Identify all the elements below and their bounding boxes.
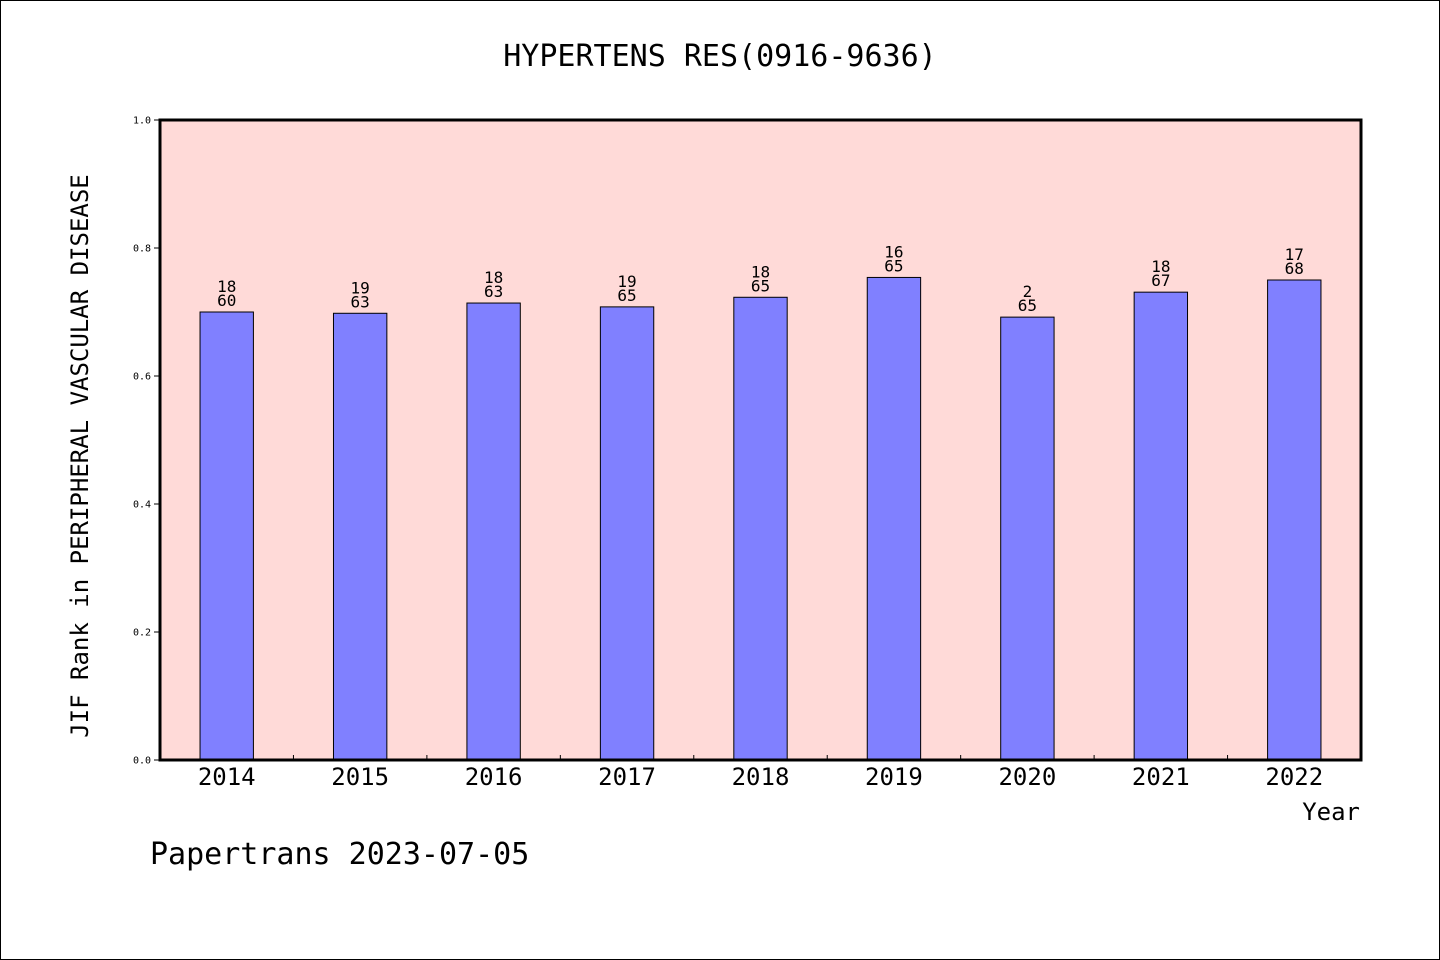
x-axis-label: Year [1302,798,1360,826]
bar [1133,291,1189,761]
data-label-rank: 18 [751,262,770,281]
bars-group [199,276,1322,761]
data-label-rank: 19 [617,272,636,291]
x-axis: 2014 2015 2016 2017 2018 2019 2020 2021 2022 [198,755,1323,791]
x-tick-label: 2022 [1265,763,1323,791]
data-label-total: 65 [884,256,903,275]
data-label-rank: 18 [1151,257,1170,276]
y-tick-label: 0.0 [133,756,151,767]
footer-credit: Papertrans 2023-07-05 [150,837,529,872]
bar [866,276,922,761]
data-label-total: 60 [217,291,236,310]
bar [332,312,388,761]
bar [199,311,254,761]
y-tick-label: 0.8 [133,244,151,255]
y-axis-label: JIF Rank in PERIPHERAL VASCULAR DISEASE [66,174,94,738]
data-label-rank: 18 [217,277,236,296]
x-tick-label: 2019 [865,763,923,791]
x-tick-label: 2021 [1132,763,1190,791]
bar [1000,316,1055,761]
bar [733,296,788,761]
data-label-rank: 2 [1023,282,1033,301]
x-tick-label: 2017 [598,763,656,791]
y-tick-label: 0.4 [133,500,151,511]
data-label-rank: 16 [884,242,903,261]
bar [466,302,521,761]
data-label-total: 65 [1018,296,1037,315]
x-tick-label: 2015 [331,763,389,791]
data-label-rank: 19 [351,278,370,297]
bar [1267,279,1322,761]
data-label-rank: 18 [484,268,503,287]
x-tick-label: 2020 [998,763,1056,791]
y-tick-label: 1.0 [133,116,151,127]
x-tick-label: 2018 [732,763,790,791]
y-tick-label: 0.2 [133,628,151,639]
bar [599,306,655,761]
chart-title: HYPERTENS RES(0916-9636) [503,39,936,74]
data-label-total: 65 [751,276,770,295]
data-label-total: 63 [351,292,370,311]
y-axis: 0.0 0.2 0.4 0.6 0.8 1.0 [133,116,160,767]
x-tick-label: 2014 [198,763,256,791]
data-label-total: 63 [484,282,503,301]
y-tick-label: 0.6 [133,372,151,383]
data-label-total: 68 [1285,259,1304,278]
data-label-total: 65 [617,286,636,305]
x-tick-label: 2016 [465,763,523,791]
plot-border [158,118,1363,762]
data-label-rank: 17 [1285,245,1304,264]
data-label-total: 67 [1151,271,1170,290]
